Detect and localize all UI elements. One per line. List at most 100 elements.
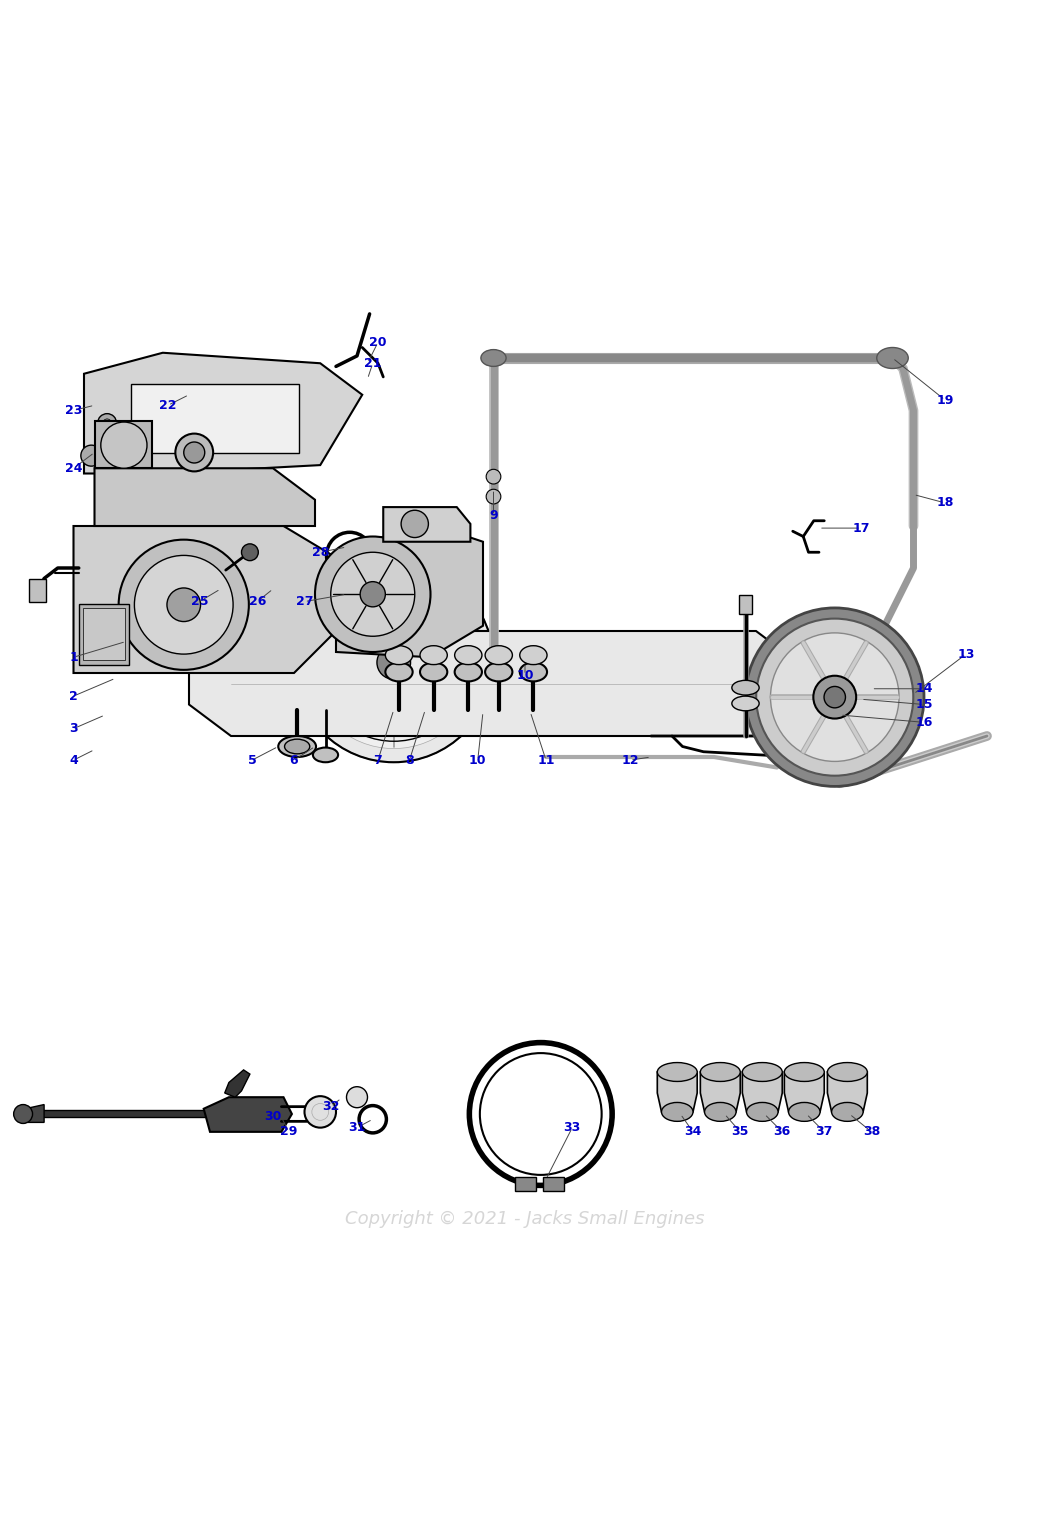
Text: 35: 35 [732,1125,749,1139]
Text: 21: 21 [364,357,381,369]
Text: 33: 33 [564,1122,581,1134]
Polygon shape [189,631,798,736]
Circle shape [134,556,233,654]
Text: 5: 5 [248,754,256,766]
Text: 1: 1 [69,651,78,663]
Polygon shape [131,385,299,453]
Text: 7: 7 [374,754,382,766]
Circle shape [377,645,411,680]
Ellipse shape [278,736,316,757]
Ellipse shape [455,645,482,665]
Circle shape [304,1096,336,1128]
Bar [29,578,46,601]
Polygon shape [784,1072,824,1111]
Ellipse shape [789,1102,820,1122]
Ellipse shape [832,1102,863,1122]
Circle shape [14,1105,33,1123]
Circle shape [167,587,201,622]
Ellipse shape [662,1102,693,1122]
Ellipse shape [877,348,908,368]
Ellipse shape [705,1102,736,1122]
Polygon shape [25,1105,44,1122]
Polygon shape [827,1072,867,1111]
Bar [79,604,129,665]
Text: 8: 8 [405,754,414,766]
Text: 4: 4 [69,754,78,766]
Text: 16: 16 [916,716,932,728]
Text: 20: 20 [370,336,386,348]
Circle shape [184,442,205,463]
Ellipse shape [313,748,338,762]
Ellipse shape [481,350,506,366]
Ellipse shape [732,696,759,710]
Ellipse shape [485,663,512,681]
Text: 31: 31 [349,1122,365,1134]
Ellipse shape [742,1063,782,1081]
Text: 32: 32 [322,1101,339,1113]
Polygon shape [742,1072,782,1111]
Circle shape [401,510,428,537]
Circle shape [119,539,249,669]
Text: 14: 14 [916,683,932,695]
Bar [83,609,125,660]
Circle shape [294,563,493,762]
Circle shape [360,581,385,607]
Polygon shape [336,521,483,657]
Circle shape [81,445,102,466]
Text: 36: 36 [774,1125,791,1139]
Text: 37: 37 [816,1125,833,1139]
Circle shape [824,686,845,709]
Text: 34: 34 [685,1125,701,1139]
Ellipse shape [385,663,413,681]
Circle shape [756,619,914,775]
Ellipse shape [420,663,447,681]
Circle shape [103,419,111,427]
Text: 23: 23 [65,404,82,416]
Ellipse shape [700,1063,740,1081]
Circle shape [771,633,899,762]
Polygon shape [383,507,470,542]
Ellipse shape [520,645,547,665]
Ellipse shape [485,645,512,665]
Text: 15: 15 [916,698,932,712]
Circle shape [346,1087,367,1108]
Text: 27: 27 [296,595,313,609]
Ellipse shape [747,1102,778,1122]
Ellipse shape [520,663,547,681]
Text: 25: 25 [191,595,208,609]
Circle shape [746,609,924,786]
Bar [739,595,752,615]
Text: 18: 18 [937,497,953,509]
Text: 6: 6 [290,754,298,766]
Circle shape [331,553,415,636]
Circle shape [315,536,430,653]
Polygon shape [700,1072,740,1111]
Text: 28: 28 [312,545,329,559]
Text: 26: 26 [249,595,266,609]
Bar [543,1176,564,1190]
Text: 11: 11 [538,754,554,766]
Text: 2: 2 [69,689,78,702]
Polygon shape [42,1110,268,1117]
Ellipse shape [385,645,413,665]
Circle shape [486,489,501,504]
Ellipse shape [784,1063,824,1081]
Polygon shape [204,1098,292,1132]
Ellipse shape [732,680,759,695]
Ellipse shape [657,1063,697,1081]
Text: 38: 38 [863,1125,880,1139]
Circle shape [101,422,147,468]
Polygon shape [94,421,152,468]
Circle shape [308,577,480,748]
Ellipse shape [420,645,447,665]
Text: 10: 10 [517,669,533,681]
Text: 30: 30 [265,1110,281,1122]
Circle shape [98,413,117,433]
Circle shape [175,433,213,471]
Text: 24: 24 [65,462,82,475]
Polygon shape [657,1072,697,1111]
Bar [514,1176,536,1190]
Ellipse shape [827,1063,867,1081]
Text: 9: 9 [489,509,498,522]
Text: 17: 17 [853,522,869,534]
